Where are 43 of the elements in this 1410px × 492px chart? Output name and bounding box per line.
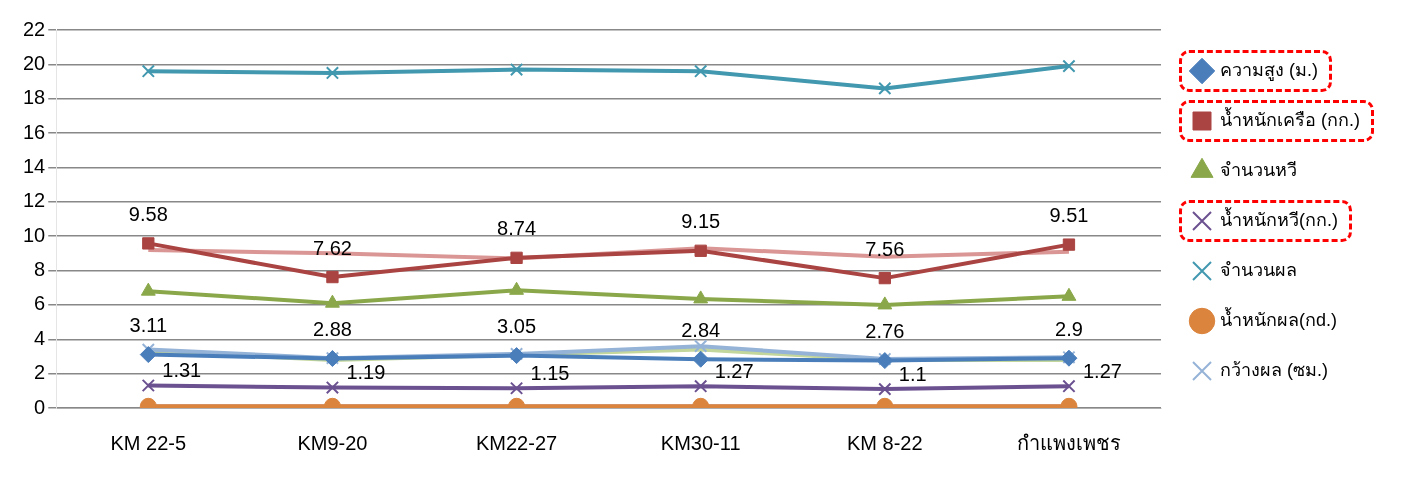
- y-tick-label: 4: [34, 326, 46, 349]
- y-tick-label: 12: [23, 189, 46, 212]
- data-label: 2.84: [681, 318, 721, 341]
- data-label: 1.27: [714, 359, 754, 382]
- data-label: 2.88: [312, 318, 352, 341]
- y-tick-label: 8: [34, 258, 46, 281]
- legend-label: จำนวนหวี: [1220, 159, 1298, 180]
- legend-label: ความสูง (ม.): [1220, 59, 1319, 81]
- y-tick-label: 16: [23, 120, 46, 143]
- y-tick-label: 22: [23, 17, 46, 40]
- data-label: 9.51: [1049, 204, 1089, 227]
- data-label: 1.15: [530, 361, 570, 384]
- x-tick-label: KM 8-22: [847, 431, 923, 454]
- legend-label: น้ำหนักหวี(กก.): [1220, 206, 1339, 230]
- y-tick-label: 2: [34, 361, 46, 384]
- x-tick-label: KM 22-5: [110, 431, 187, 454]
- x-tick-label: กำแพงเพชร: [1016, 431, 1121, 454]
- data-label: 1.19: [346, 361, 386, 384]
- data-label: 1.1: [898, 362, 927, 385]
- data-label: 1.31: [162, 359, 202, 382]
- data-label: 2.9: [1055, 317, 1083, 340]
- legend-label: กว้างผล (ซม.): [1220, 359, 1329, 380]
- y-tick-label: 14: [23, 154, 46, 177]
- data-label: 7.56: [865, 237, 905, 260]
- legend-label: น้ำหนักผล(กd.): [1220, 306, 1338, 330]
- data-label: 2.76: [865, 320, 905, 343]
- data-label: 3.11: [129, 314, 168, 337]
- data-label: 7.62: [312, 236, 352, 259]
- x-tick-label: KM30-11: [660, 431, 741, 454]
- legend-label: จำนวนผล: [1220, 259, 1298, 280]
- x-tick-label: KM9-20: [297, 431, 368, 454]
- data-label: 3.05: [497, 315, 537, 338]
- y-tick-label: 6: [34, 292, 46, 315]
- y-tick-label: 0: [34, 395, 46, 418]
- data-label: 8.74: [497, 217, 537, 240]
- legend-label: น้ำหนักเครือ (กก.): [1220, 106, 1361, 130]
- y-tick-label: 10: [23, 223, 46, 246]
- data-label: 9.58: [128, 202, 168, 225]
- x-tick-label: KM22-27: [475, 431, 558, 454]
- y-tick-label: 20: [23, 51, 46, 74]
- data-label: 1.27: [1082, 359, 1122, 382]
- data-label: 9.15: [681, 210, 721, 233]
- y-tick-label: 18: [23, 86, 46, 109]
